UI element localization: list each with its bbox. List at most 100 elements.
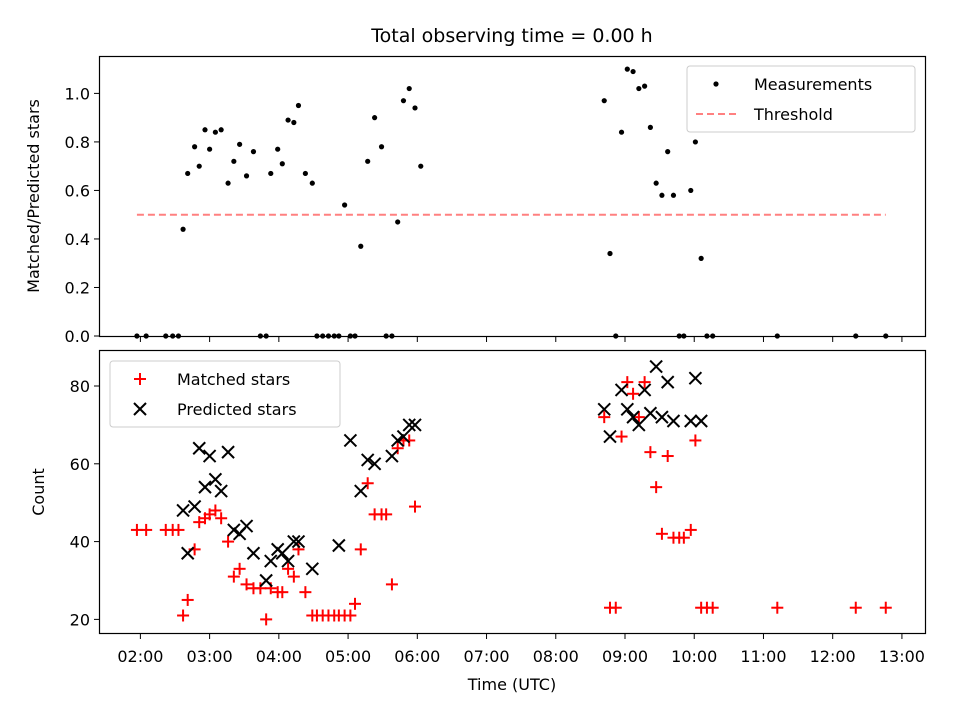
matched-point — [615, 430, 628, 443]
top-legend-box — [686, 65, 916, 133]
matched-point — [403, 434, 416, 447]
matched-point — [254, 582, 267, 595]
measurement-point — [607, 250, 613, 257]
predicted-marker-b — [694, 414, 708, 428]
bottom-y-tick-label: 60 — [70, 455, 90, 474]
matched-point — [849, 601, 862, 614]
legend-predicted-label: Predicted stars — [177, 400, 297, 419]
predicted-marker-b — [354, 484, 368, 498]
measurement-point — [647, 124, 653, 130]
predicted-point — [264, 554, 278, 568]
measurement-point — [659, 192, 665, 198]
measurement-point — [378, 144, 385, 150]
measurement-point — [670, 192, 677, 198]
predicted-marker-b — [208, 472, 223, 487]
measurement-point — [395, 219, 401, 225]
measurement-point — [275, 146, 281, 152]
measurement-point — [636, 85, 642, 92]
predicted-point — [354, 484, 368, 498]
predicted-point — [227, 523, 241, 537]
matched-point — [621, 376, 634, 389]
measurement-point — [400, 98, 407, 104]
matched-point — [706, 601, 719, 614]
matched-point — [677, 531, 690, 544]
predicted-marker-b — [408, 418, 422, 432]
predicted-point — [396, 429, 411, 444]
predicted-marker-b — [620, 402, 635, 417]
top-y-tick-label: 0.2 — [65, 278, 90, 297]
predicted-point — [332, 538, 346, 553]
matched-point — [287, 570, 300, 583]
top-y-tick-label: 0.4 — [65, 230, 90, 249]
bottom-y-tick-label: 20 — [70, 610, 90, 629]
measurement-point — [698, 255, 704, 261]
measurement-point — [180, 226, 186, 232]
predicted-marker-b — [603, 429, 617, 444]
bottom-plot-area — [130, 359, 892, 626]
measurement-point — [231, 158, 237, 164]
predicted-marker-b — [360, 453, 375, 467]
predicted-point — [221, 445, 235, 459]
predicted-marker-b — [246, 546, 261, 560]
predicted-point — [239, 519, 254, 533]
bottom-legend: Matched stars Predicted stars — [109, 360, 341, 428]
predicted-point — [620, 402, 635, 417]
top-y-axis-label: Matched/Predicted stars — [24, 99, 43, 293]
bottom-y-tick-label: 80 — [70, 377, 90, 396]
matched-point — [222, 535, 235, 548]
bottom-x-axis-label: Time (UTC) — [467, 675, 556, 694]
matched-point — [661, 450, 674, 463]
matched-point — [177, 609, 190, 622]
predicted-point — [360, 453, 375, 467]
predicted-point — [385, 449, 399, 463]
predicted-point — [402, 418, 416, 432]
matched-point — [282, 562, 295, 575]
matched-point — [276, 586, 289, 599]
predicted-marker-b — [649, 359, 663, 374]
bottom-x-tick-label: 09:00 — [602, 647, 648, 666]
bottom-x-tick-label: 07:00 — [463, 647, 509, 666]
measurement-point — [285, 117, 291, 123]
predicted-marker-b — [227, 523, 241, 537]
matched-point — [689, 434, 702, 447]
measurement-point — [342, 202, 348, 208]
predicted-point — [666, 414, 681, 428]
matched-point — [644, 446, 657, 459]
legend-matched-label: Matched stars — [177, 370, 290, 389]
predicted-marker-b — [221, 445, 235, 459]
top-y-tick-label: 0.6 — [65, 181, 90, 200]
measurement-point — [237, 141, 243, 147]
measurement-point — [412, 105, 418, 111]
bottom-x-tick-label: 02:00 — [117, 647, 163, 666]
predicted-point — [684, 414, 698, 428]
predicted-marker-b — [305, 562, 320, 576]
predicted-point — [688, 371, 703, 385]
measurement-point — [358, 243, 364, 249]
predicted-point — [614, 383, 629, 397]
predicted-point — [390, 433, 405, 448]
measurement-point — [218, 127, 224, 133]
chart-title: Total observing time = 0.00 h — [370, 25, 652, 47]
predicted-marker-b — [614, 383, 629, 397]
matched-point — [260, 613, 273, 626]
legend-threshold-label: Threshold — [753, 105, 833, 124]
predicted-point — [637, 383, 652, 397]
predicted-marker-b — [343, 433, 358, 448]
predicted-point — [367, 457, 382, 471]
predicted-marker-b — [688, 371, 703, 385]
measurement-point — [250, 149, 257, 155]
predicted-marker-b — [264, 554, 278, 568]
bottom-x-tick-label: 04:00 — [256, 647, 302, 666]
measurement-point — [665, 149, 671, 155]
predicted-marker-b — [597, 402, 611, 417]
predicted-point — [603, 429, 617, 444]
matched-point — [391, 442, 404, 455]
predicted-point — [214, 484, 228, 498]
matched-point — [361, 477, 374, 490]
measurement-point — [295, 102, 302, 109]
measurement-point — [291, 119, 297, 126]
predicted-point — [694, 414, 708, 428]
predicted-point — [287, 534, 301, 549]
bottom-x-tick-label: 11:00 — [740, 647, 786, 666]
predicted-marker-b — [632, 418, 646, 432]
